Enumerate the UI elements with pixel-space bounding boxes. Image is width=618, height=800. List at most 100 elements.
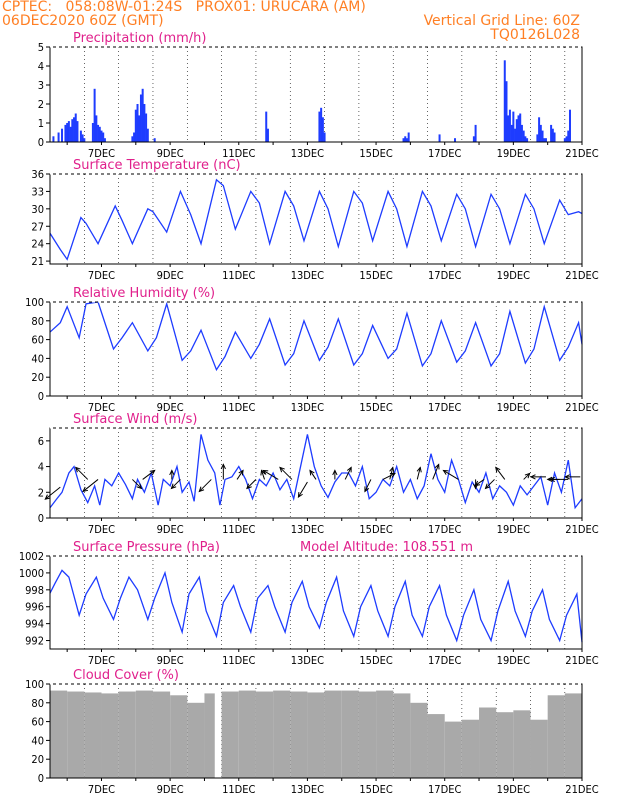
x-tick-label: 7DEC — [88, 523, 115, 536]
precip-bar — [57, 132, 60, 142]
wind-arrow — [443, 469, 459, 480]
y-tick-label: 6 — [38, 435, 44, 448]
cloud-bar — [307, 692, 325, 778]
x-tick-label: 7DEC — [88, 269, 115, 282]
cloud-bar — [50, 690, 68, 778]
precip-bar — [536, 134, 539, 142]
x-tick-label: 7DEC — [88, 783, 115, 796]
cloud-bar — [204, 693, 215, 778]
x-tick-label: 11DEC — [222, 147, 255, 160]
precip-bar — [143, 104, 146, 142]
y-tick-label: 36 — [31, 168, 44, 181]
x-tick-label: 15DEC — [359, 147, 392, 160]
precip-bar — [522, 130, 525, 142]
wind-arrow — [309, 470, 317, 480]
cloud-bar — [118, 691, 136, 778]
precip-bar — [544, 138, 547, 142]
precip-bar — [515, 119, 518, 142]
precip-bar — [131, 136, 134, 142]
series-line — [49, 301, 583, 372]
y-tick-label: 100 — [25, 296, 44, 309]
cloud-bar — [135, 690, 153, 778]
cloud-bar — [290, 691, 308, 778]
header-date: 06DEC2020 60Z (GMT) — [2, 13, 164, 29]
precip-bar — [136, 104, 139, 142]
wind-arrowhead — [82, 486, 89, 493]
cloud-bar — [67, 691, 85, 778]
precip-bar — [538, 117, 541, 142]
cloud-bar — [358, 691, 377, 778]
x-tick-label: 7DEC — [88, 147, 115, 160]
y-tick-label: 40 — [31, 352, 44, 365]
x-tick-label: 21DEC — [565, 783, 598, 796]
x-tick-label: 13DEC — [291, 523, 324, 536]
wind-arrow — [171, 479, 181, 489]
x-tick-label: 21DEC — [565, 269, 598, 282]
cloud-bar — [564, 693, 582, 778]
wind-arrow — [523, 473, 531, 480]
wind-arrowhead — [416, 466, 422, 473]
precip-bar — [73, 117, 76, 142]
precip-bar — [541, 130, 544, 142]
x-tick-label: 17DEC — [428, 783, 461, 796]
cloud-bar — [255, 691, 274, 778]
y-tick-label: 30 — [31, 203, 44, 216]
wind-arrowhead — [297, 491, 303, 498]
precip-bar — [474, 124, 477, 142]
precip-bar — [323, 132, 326, 142]
y-tick-label: 80 — [31, 315, 44, 328]
precip-bar — [81, 134, 84, 142]
precip-bar — [553, 132, 556, 142]
x-tick-label: 21DEC — [565, 147, 598, 160]
x-tick-label: 19DEC — [497, 147, 530, 160]
precip-bar — [320, 107, 323, 142]
wind-arrowhead — [238, 469, 244, 476]
wind-arrowhead — [546, 476, 553, 483]
y-tick-label: 100 — [25, 678, 44, 691]
x-tick-label: 19DEC — [497, 523, 530, 536]
x-tick-label: 13DEC — [291, 147, 324, 160]
precip-bar — [95, 115, 98, 142]
x-tick-label: 21DEC — [565, 654, 598, 667]
precip-bar — [145, 113, 148, 142]
y-tick-label: 20 — [31, 371, 44, 384]
y-tick-label: 60 — [31, 334, 44, 347]
y-tick-label: 24 — [31, 238, 44, 251]
x-tick-label: 11DEC — [222, 401, 255, 414]
precip-bar — [66, 123, 69, 142]
precip-bar — [568, 109, 571, 142]
panel-title: Surface Wind (m/s) — [73, 412, 197, 427]
precip-bar — [524, 136, 527, 142]
cloud-bar — [152, 691, 171, 778]
wind-arrow — [142, 470, 155, 480]
cloud-bar — [84, 692, 102, 778]
x-tick-label: 21DEC — [565, 401, 598, 414]
wind-arrowhead — [279, 466, 285, 473]
y-tick-label: 60 — [31, 716, 44, 729]
wind-arrowhead — [524, 472, 531, 479]
x-tick-label: 7DEC — [88, 401, 115, 414]
precip-bar — [514, 128, 517, 142]
wind-arrow — [236, 470, 244, 480]
precip-bar — [407, 132, 410, 142]
precip-bar — [563, 138, 566, 142]
wind-arrowhead — [198, 486, 205, 493]
precip-bar — [74, 113, 77, 142]
x-tick-label: 17DEC — [428, 401, 461, 414]
y-tick-label: 992 — [25, 635, 44, 648]
precip-bar — [61, 128, 64, 142]
cloud-bar — [170, 695, 188, 778]
cloud-bar — [461, 719, 480, 778]
x-tick-label: 15DEC — [359, 401, 392, 414]
precip-bar — [517, 115, 520, 142]
x-tick-label: 11DEC — [222, 783, 255, 796]
series-line — [49, 434, 583, 510]
precip-bar — [507, 115, 510, 142]
wind-arrowhead — [136, 483, 143, 490]
precip-bar — [67, 121, 70, 142]
cloud-bar — [238, 690, 256, 778]
x-tick-label: 19DEC — [497, 654, 530, 667]
y-tick-label: 996 — [25, 601, 44, 614]
cloud-bar — [427, 714, 445, 778]
